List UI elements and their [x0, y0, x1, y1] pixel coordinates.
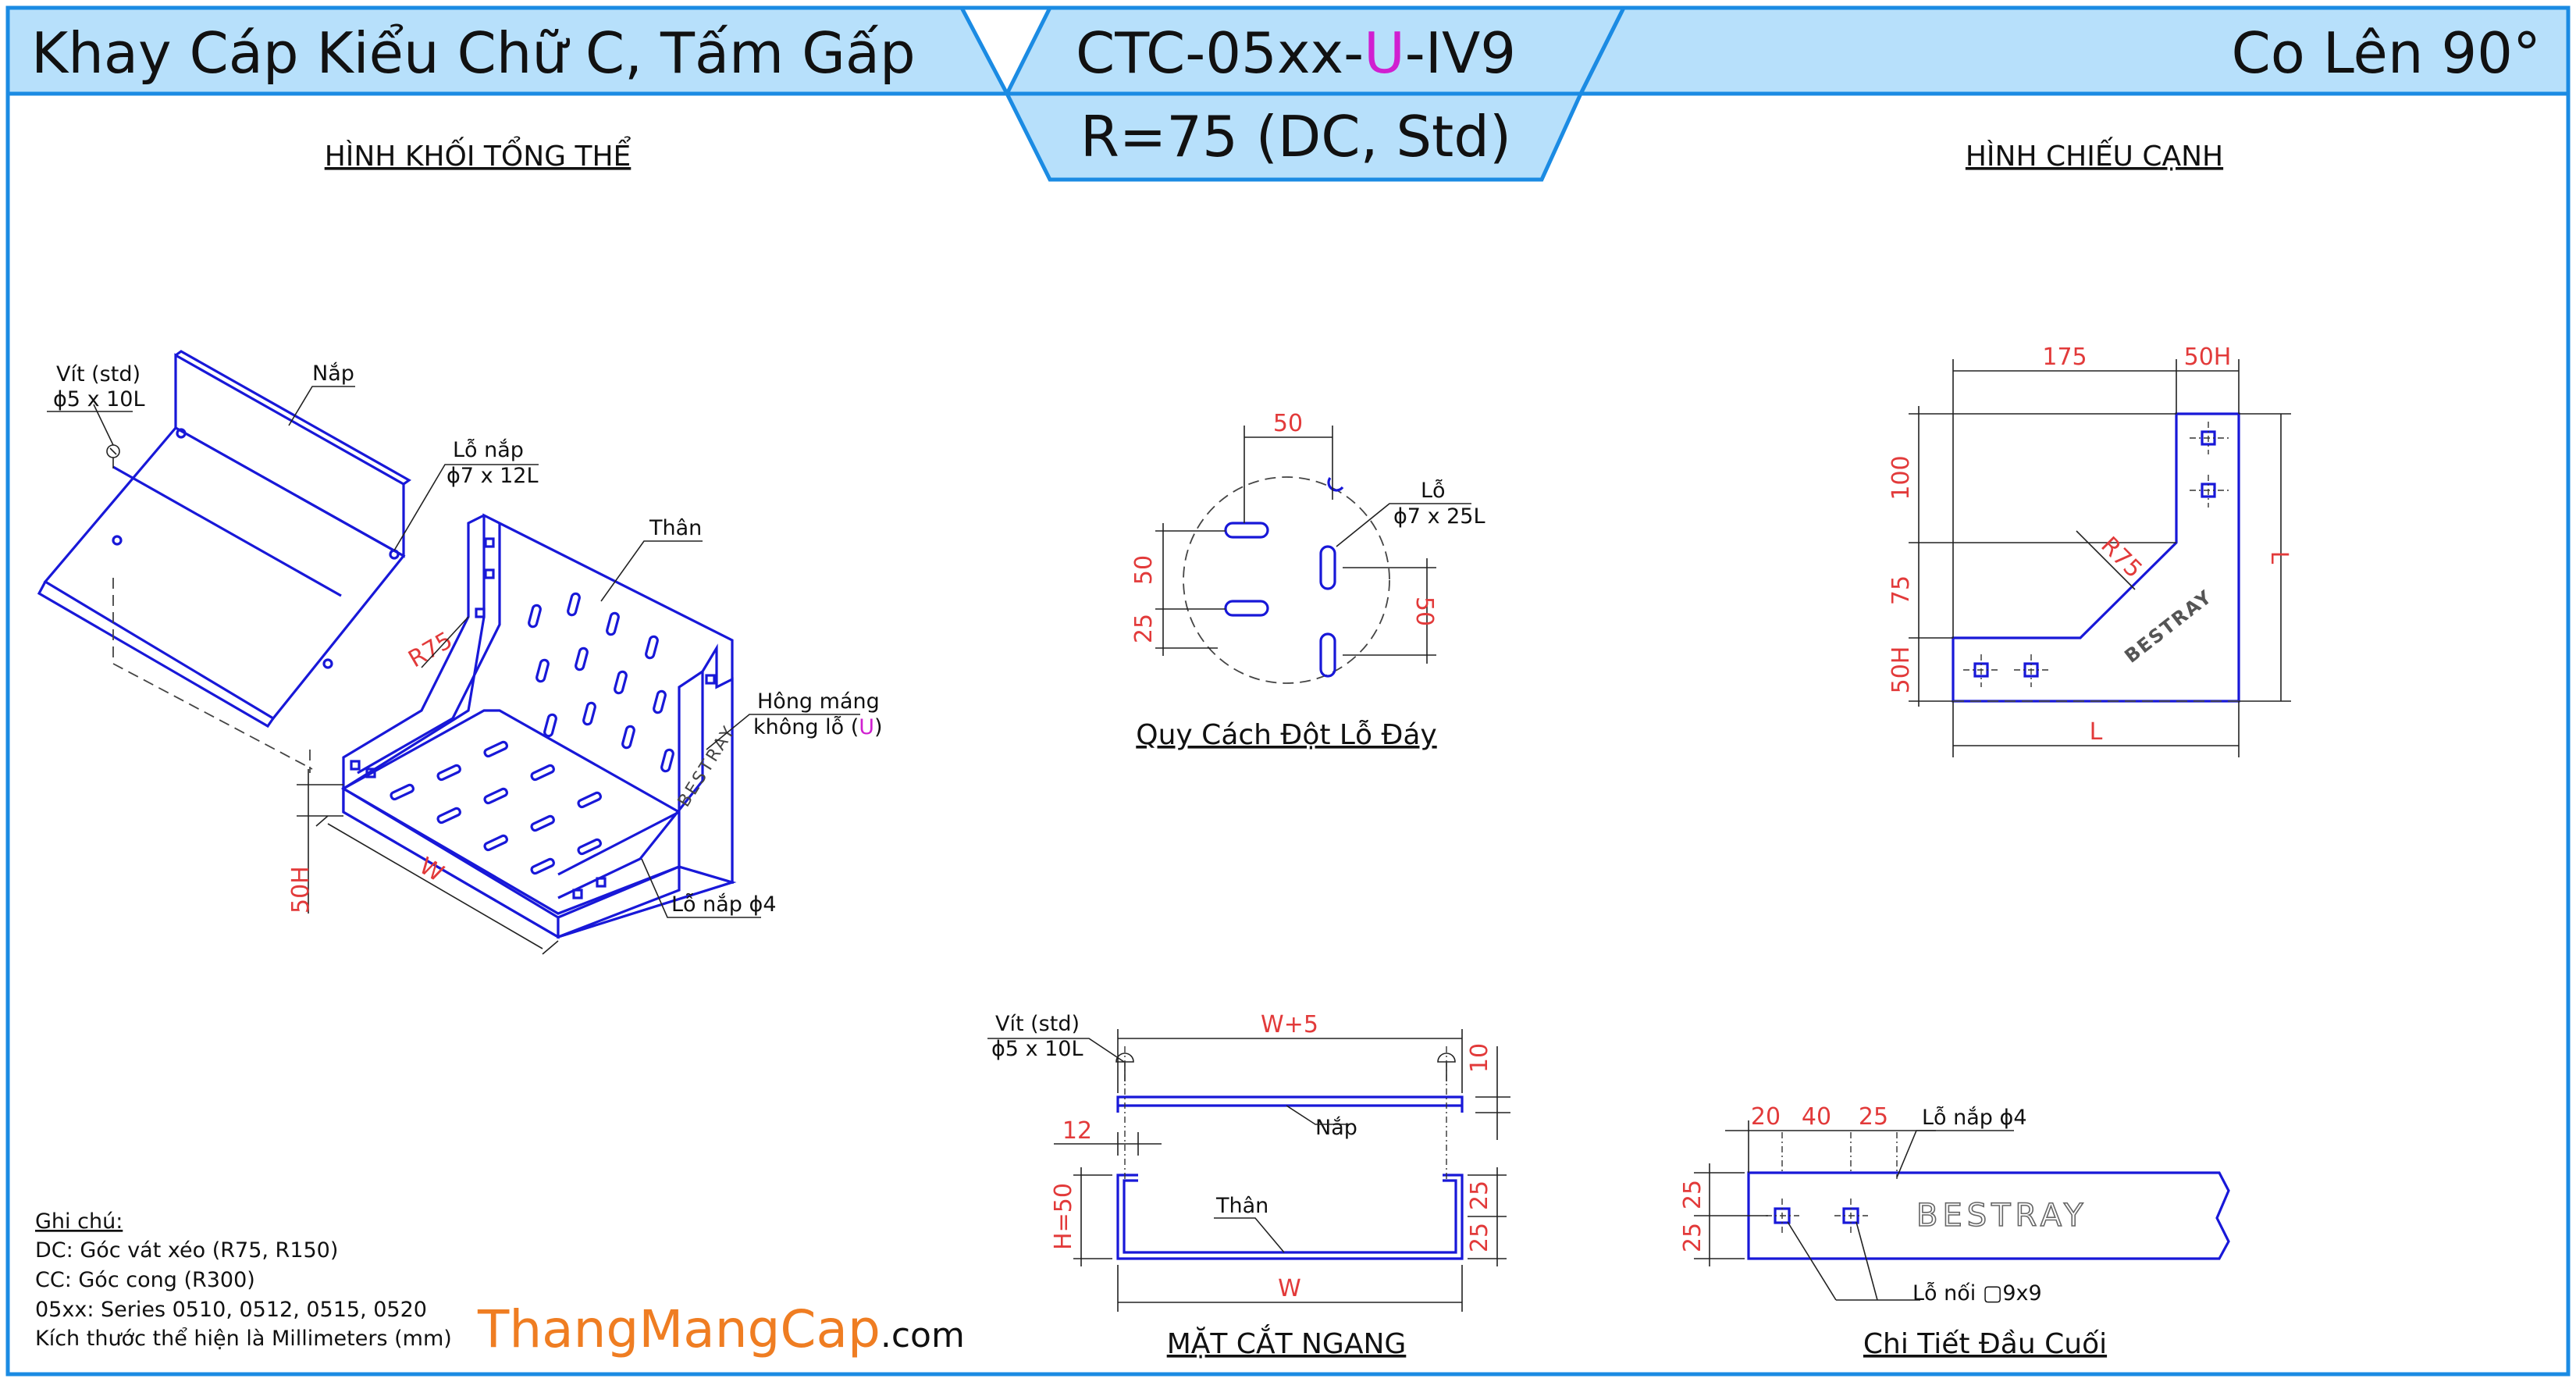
end-dim-25: 25 — [1859, 1103, 1888, 1131]
notes-line-3: 05xx: Series 0510, 0512, 0515, 0520 — [35, 1298, 427, 1322]
iso-body-left-flange — [342, 514, 485, 789]
notes-line-1: DC: Góc vát xéo (R75, R150) — [35, 1238, 338, 1263]
iso-cover-label: Nắp — [312, 362, 354, 386]
iso-floor-slots — [390, 740, 602, 875]
header-radius-band — [1003, 91, 1584, 182]
hole-dim-left-top: 50 — [1130, 555, 1158, 585]
iso-view-title: HÌNH KHỐI TỔNG THỂ — [325, 136, 632, 173]
side-dim-L-right: L — [2265, 551, 2293, 565]
iso-body-left-flange-inner — [357, 523, 501, 775]
header-code: CTC-05xx-U-IV9 — [1076, 20, 1516, 86]
notes-block: Ghi chú: DC: Góc vát xéo (R75, R150) CC:… — [35, 1209, 452, 1351]
iso-cover-hole-3 — [112, 535, 123, 546]
title-block: Khay Cáp Kiểu Chữ C, Tấm Gấp CTC-05xx-U-… — [5, 5, 2571, 182]
end-dim-25-left-a: 25 — [1679, 1180, 1706, 1209]
iso-cover-hole-label: Lỗ nắp — [453, 438, 524, 462]
iso-side-note-2: không lỗ (U) — [753, 715, 883, 739]
section-dim-h50: H=50 — [1050, 1183, 1077, 1250]
side-dim-75: 75 — [1888, 575, 1915, 605]
end-dim-20: 20 — [1751, 1103, 1781, 1131]
iso-cover-hole-bottom: Lỗ nắp ϕ4 — [671, 892, 777, 917]
iso-screw — [93, 404, 120, 468]
end-cover-hole: Lỗ nắp ϕ4 — [1922, 1106, 2027, 1130]
iso-flange-holes — [350, 537, 716, 899]
hole-label: Lỗ — [1421, 479, 1446, 503]
section-dim-w5: W+5 — [1261, 1011, 1318, 1038]
header-code-highlight: U — [1364, 20, 1405, 86]
end-dim-40: 40 — [1802, 1103, 1831, 1131]
iso-body-label: Thân — [649, 516, 702, 540]
end-detail-outline — [1747, 1171, 2230, 1260]
end-detail-title: Chi Tiết Đầu Cuối — [1863, 1328, 2107, 1360]
side-dim-100: 100 — [1888, 455, 1915, 500]
iso-screw-size: ϕ5 x 10L — [53, 387, 145, 411]
end-join-hole: Lỗ nối ▢9x9 — [1912, 1281, 2042, 1305]
hole-dim-top: 50 — [1273, 410, 1303, 437]
hole-dim-left-bottom: 25 — [1130, 614, 1158, 643]
iso-body-front-lip — [557, 864, 681, 939]
side-brand-logo: BESTRAY — [2120, 586, 2216, 668]
section-dim-w: W — [1278, 1275, 1301, 1302]
section-screw-size: ϕ5 x 10L — [991, 1037, 1083, 1061]
iso-body-side-flange — [678, 643, 734, 885]
watermark-logo: ThangMangCap.com — [477, 1299, 965, 1359]
section-cover-label: Nắp — [1315, 1116, 1357, 1140]
end-detail-view: BESTRAY 20 40 25 Lỗ nắp ϕ4 25 25 Lỗ nối … — [1679, 1103, 2230, 1305]
side-view-outline — [1952, 412, 2240, 703]
iso-screw-label: Vít (std) — [56, 362, 141, 386]
section-body-inner — [1123, 1179, 1457, 1254]
isometric-view: BESTRAY Vít (std) ϕ5 x 10L Nắp Lỗ nắp ϕ7… — [37, 350, 883, 955]
section-dim-10: 10 — [1466, 1043, 1493, 1073]
hole-pattern-circle — [1183, 476, 1390, 684]
iso-side-note-1: Hông máng — [757, 689, 880, 714]
end-brand-logo: BESTRAY — [1916, 1198, 2087, 1234]
iso-cover-hole-4 — [322, 658, 333, 669]
notes-line-2: CC: Góc cong (R300) — [35, 1268, 255, 1292]
section-dim-25b: 25 — [1466, 1223, 1493, 1252]
notes-line-4: Kích thước thể hiện là Millimeters (mm) — [35, 1327, 452, 1351]
section-dim-25a: 25 — [1466, 1181, 1493, 1210]
header-radius-spec: R=75 (DC, Std) — [1080, 104, 1511, 169]
hole-slot-3 — [1319, 545, 1336, 590]
iso-cover-hole-1 — [176, 428, 187, 439]
hole-size: ϕ7 x 25L — [1393, 504, 1485, 529]
hole-slot-1 — [1224, 522, 1269, 539]
side-dim-50h-left: 50H — [1888, 646, 1915, 694]
iso-cover-edge — [37, 581, 275, 728]
side-radius: R75 — [2095, 532, 2147, 583]
hole-dim-right: 50 — [1411, 597, 1438, 626]
side-view: BESTRAY 175 50H 100 75 50H R75 L L — [1888, 344, 2293, 757]
side-dim-50h-top: 50H — [2184, 344, 2232, 371]
end-dim-25-left-b: 25 — [1679, 1223, 1706, 1252]
section-body — [1116, 1174, 1464, 1260]
section-view-title: MẶT CẮT NGANG — [1167, 1323, 1407, 1360]
section-body-label: Thân — [1215, 1194, 1268, 1218]
iso-radius: R75 — [404, 627, 457, 674]
header-left-title: Khay Cáp Kiểu Chữ C, Tấm Gấp — [31, 20, 916, 86]
notes-heading: Ghi chú: — [35, 1209, 123, 1234]
hole-slot-5 — [1327, 477, 1344, 492]
hole-pattern-title: Quy Cách Đột Lỗ Đáy — [1136, 719, 1436, 751]
iso-cover-hole-size: ϕ7 x 12L — [447, 464, 539, 488]
hole-slot-4 — [1319, 632, 1336, 678]
side-dim-L-bottom: L — [2090, 718, 2103, 746]
iso-cover-fold — [112, 465, 342, 597]
side-dim-175: 175 — [2042, 344, 2087, 371]
header-right-title: Co Lên 90° — [2232, 20, 2542, 86]
section-dim-12: 12 — [1062, 1117, 1092, 1145]
iso-body-floor-edge — [557, 810, 680, 876]
hole-slot-2 — [1224, 600, 1269, 617]
side-view-title: HÌNH CHIẾU CẠNH — [1966, 137, 2223, 173]
iso-wall-slots — [528, 592, 674, 773]
hole-pattern-view: 50 50 25 50 Lỗ ϕ7 x 25L — [1130, 410, 1485, 684]
sheet-frame — [5, 5, 2571, 1377]
section-screw-label: Vít (std) — [995, 1012, 1080, 1036]
cross-section-view: Vít (std) ϕ5 x 10L W+5 10 12 Nắp Thân H=… — [987, 1011, 1510, 1312]
iso-phantom-line — [112, 578, 313, 770]
iso-height-dim: 50H — [287, 866, 315, 914]
